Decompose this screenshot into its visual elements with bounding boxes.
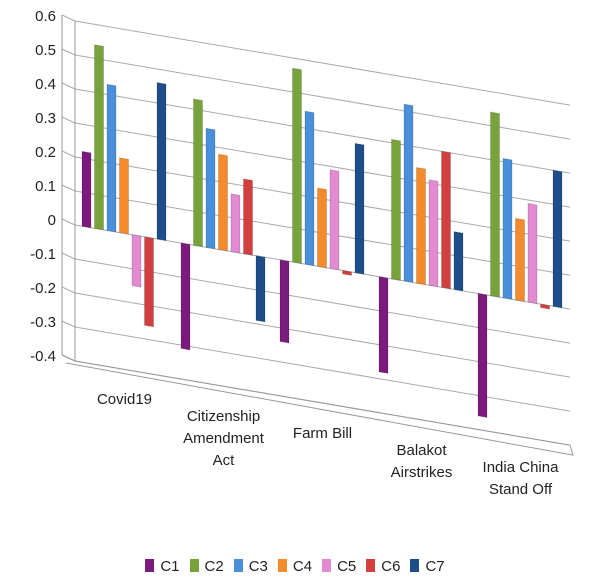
bar — [180, 242, 191, 351]
bar — [119, 157, 129, 235]
bar — [144, 236, 154, 328]
y-tick-label: 0.5 — [35, 42, 56, 59]
legend-item: C6 — [366, 558, 400, 575]
grid-line — [61, 14, 76, 22]
y-tick-label: -0.1 — [30, 246, 56, 263]
legend-label: C3 — [248, 558, 268, 575]
legend-label: C4 — [292, 558, 313, 575]
bar — [106, 83, 117, 233]
bar — [218, 153, 228, 252]
legend-item: C7 — [410, 558, 445, 575]
grid-line — [61, 150, 76, 158]
legend-swatch — [277, 559, 287, 572]
legend-label: C5 — [337, 558, 357, 575]
grid-line — [61, 252, 76, 260]
y-tick-label: 0.1 — [35, 178, 56, 195]
bar — [527, 202, 538, 305]
y-tick-label: -0.2 — [30, 280, 56, 297]
grid-line — [61, 184, 76, 192]
legend-swatch — [233, 559, 243, 572]
legend-item: C5 — [322, 558, 356, 575]
bar — [131, 234, 142, 288]
bar — [477, 292, 488, 419]
floor — [61, 354, 574, 456]
x-tick-label: India China Stand Off — [482, 458, 559, 498]
bar — [540, 303, 550, 310]
bar — [329, 169, 340, 271]
x-tick-label: Balakot Airstrikes — [390, 441, 453, 481]
bar — [428, 179, 439, 288]
legend-item: C1 — [145, 558, 180, 575]
bar — [230, 193, 241, 254]
grid-line — [61, 218, 76, 226]
bar — [81, 150, 92, 229]
grid-line — [74, 54, 571, 140]
bar — [354, 142, 365, 275]
y-tick-label: 0.6 — [35, 8, 56, 25]
legend-swatch — [189, 559, 199, 572]
legend-label: C1 — [160, 558, 180, 575]
grid-line — [61, 82, 76, 90]
x-tick-label: Farm Bill — [292, 425, 353, 443]
bar — [441, 150, 451, 290]
grid-line — [74, 326, 571, 412]
legend-item: C4 — [277, 558, 313, 575]
legend-swatch — [145, 559, 155, 572]
bar — [255, 255, 266, 323]
bar — [94, 44, 104, 231]
grid-line — [61, 286, 76, 294]
grid-line — [61, 320, 76, 328]
y-tick-label: 0.4 — [35, 76, 56, 93]
legend-swatch — [410, 559, 420, 572]
bar — [292, 67, 302, 265]
legend-label: C6 — [381, 558, 401, 575]
legend-item: C3 — [233, 558, 268, 575]
bar — [490, 111, 500, 298]
bar — [403, 103, 414, 284]
grid-line — [74, 20, 571, 106]
bar — [205, 127, 216, 250]
grid-line — [61, 48, 76, 56]
legend-label: C7 — [425, 558, 445, 575]
legend-swatch — [322, 559, 332, 572]
bar — [342, 269, 352, 276]
y-tick-label: -0.4 — [30, 348, 56, 365]
legend-swatch — [366, 559, 376, 572]
bar — [416, 166, 426, 286]
bar — [391, 138, 401, 281]
bar — [453, 231, 464, 292]
bar — [279, 259, 290, 344]
y-tick-label: -0.3 — [30, 314, 56, 331]
bar — [515, 217, 525, 303]
y-tick-label: 0.3 — [35, 110, 56, 127]
grid-line — [61, 116, 76, 124]
x-tick-label: Covid19 — [96, 391, 153, 409]
bar — [156, 81, 167, 242]
grid-line — [74, 258, 571, 344]
legend-label: C2 — [204, 558, 224, 575]
y-tick-label: 0.2 — [35, 144, 56, 161]
bar — [378, 276, 389, 375]
bar — [304, 110, 315, 267]
bar — [502, 157, 513, 300]
legend-item: C2 — [189, 558, 224, 575]
x-tick-label: Citizenship Amendment Act — [183, 408, 264, 470]
legend: C1 C2 C3 C4 C5 C6 C7 — [0, 558, 590, 575]
y-tick-label: 0 — [48, 212, 56, 229]
bar — [243, 178, 253, 256]
grid-line — [74, 292, 571, 378]
bar — [552, 169, 563, 309]
bar — [193, 98, 203, 248]
bar — [317, 187, 327, 269]
